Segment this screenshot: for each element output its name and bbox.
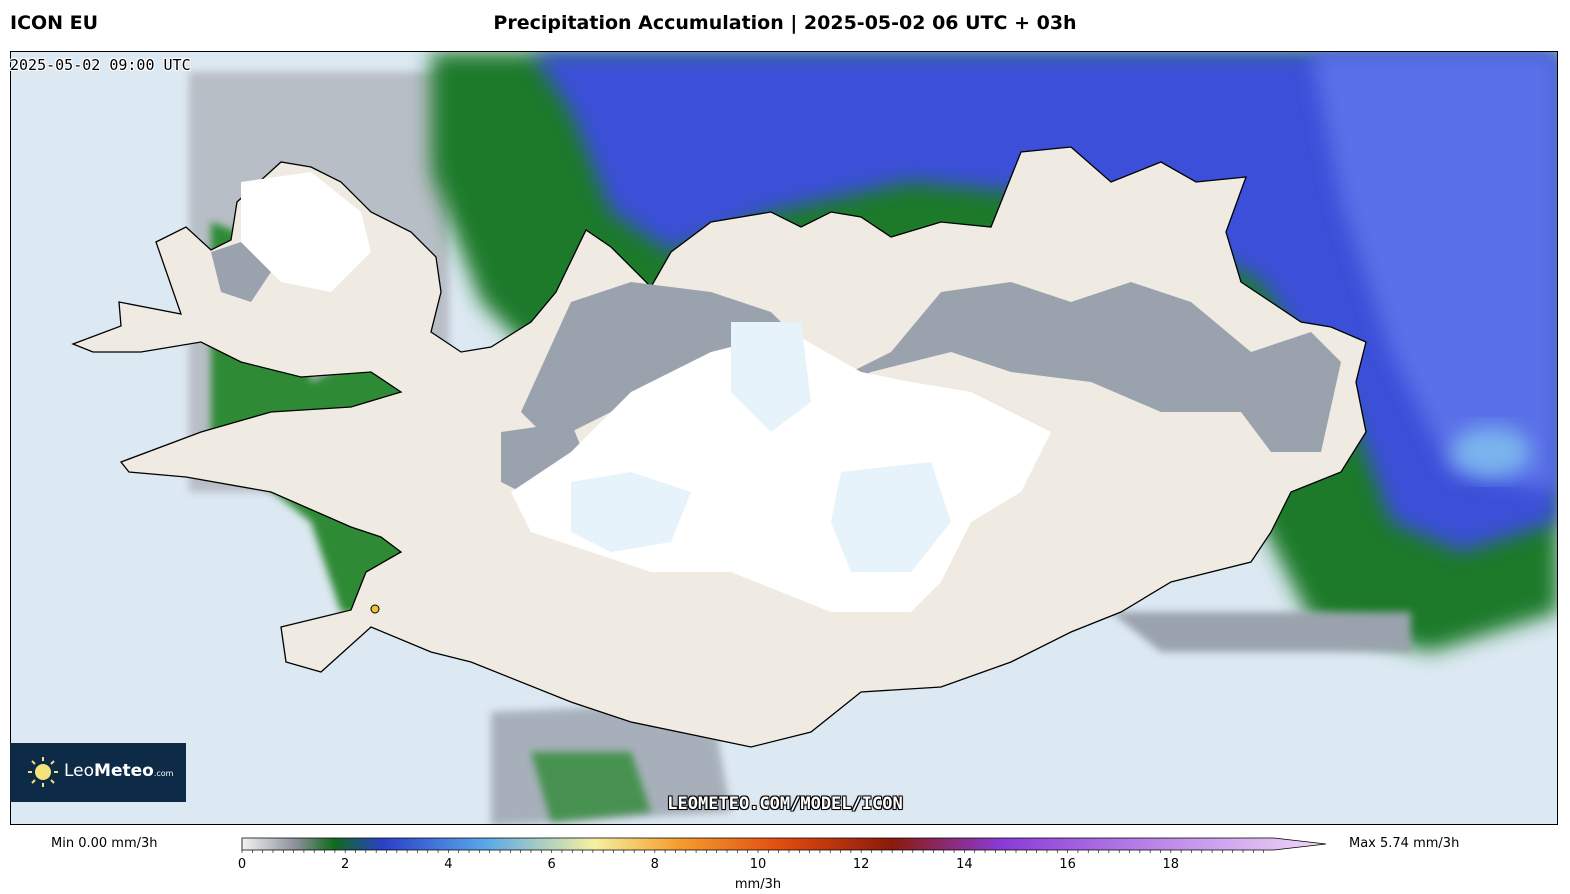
colorbar-tick-label: 14 (956, 857, 973, 872)
colorbar-tick-label: 18 (1162, 857, 1180, 872)
chart-title: Precipitation Accumulation | 2025-05-02 … (493, 12, 1077, 34)
colorbar-tick-label: 8 (650, 857, 659, 872)
light-precip-north-land (521, 282, 1341, 452)
glacier-ice-west (571, 472, 691, 552)
colorbar-max-label: Max 5.74 mm/3h (1349, 836, 1460, 851)
heavier-precip-core (1311, 52, 1557, 492)
light-precip-southeast (1111, 612, 1411, 652)
model-name: ICON EU (10, 12, 99, 34)
colorbar-bar (241, 837, 1327, 851)
colorbar-ticks (241, 850, 1264, 853)
colorbar-min-label: Min 0.00 mm/3h (51, 836, 158, 851)
colorbar-tick-label: 4 (444, 857, 453, 872)
colorbar-unit: mm/3h (734, 877, 782, 892)
colorbar-tick-label: 16 (1059, 857, 1076, 872)
valid-time: 2025-05-02 09:00 UTC (10, 56, 191, 74)
sun-icon (28, 757, 58, 787)
colorbar-tick-label: 2 (341, 857, 350, 872)
heavier-precip-band (531, 52, 1557, 552)
logo-wordmark: LeoMeteo.com (64, 761, 174, 781)
colorbar-tick-label: 6 (547, 857, 556, 872)
colorbar-tick-label: 12 (852, 857, 870, 872)
colorbar-tick-label: 10 (749, 857, 767, 872)
leometeo-logo[interactable]: LeoMeteo.com (10, 743, 186, 802)
precipitation-map (11, 52, 1557, 824)
snow-westfjords (241, 172, 371, 292)
glacier-ice-central (731, 322, 811, 432)
colorbar (241, 837, 1327, 853)
moderate-precip-south (531, 752, 651, 822)
location-marker[interactable] (370, 604, 380, 614)
light-blue-core (1451, 427, 1531, 477)
glacier-ice-east (831, 462, 951, 572)
map-panel[interactable] (10, 51, 1558, 825)
watermark-url[interactable]: LEOMETEO.COM/MODEL/ICON (667, 794, 903, 814)
colorbar-tick-label: 0 (237, 857, 247, 872)
